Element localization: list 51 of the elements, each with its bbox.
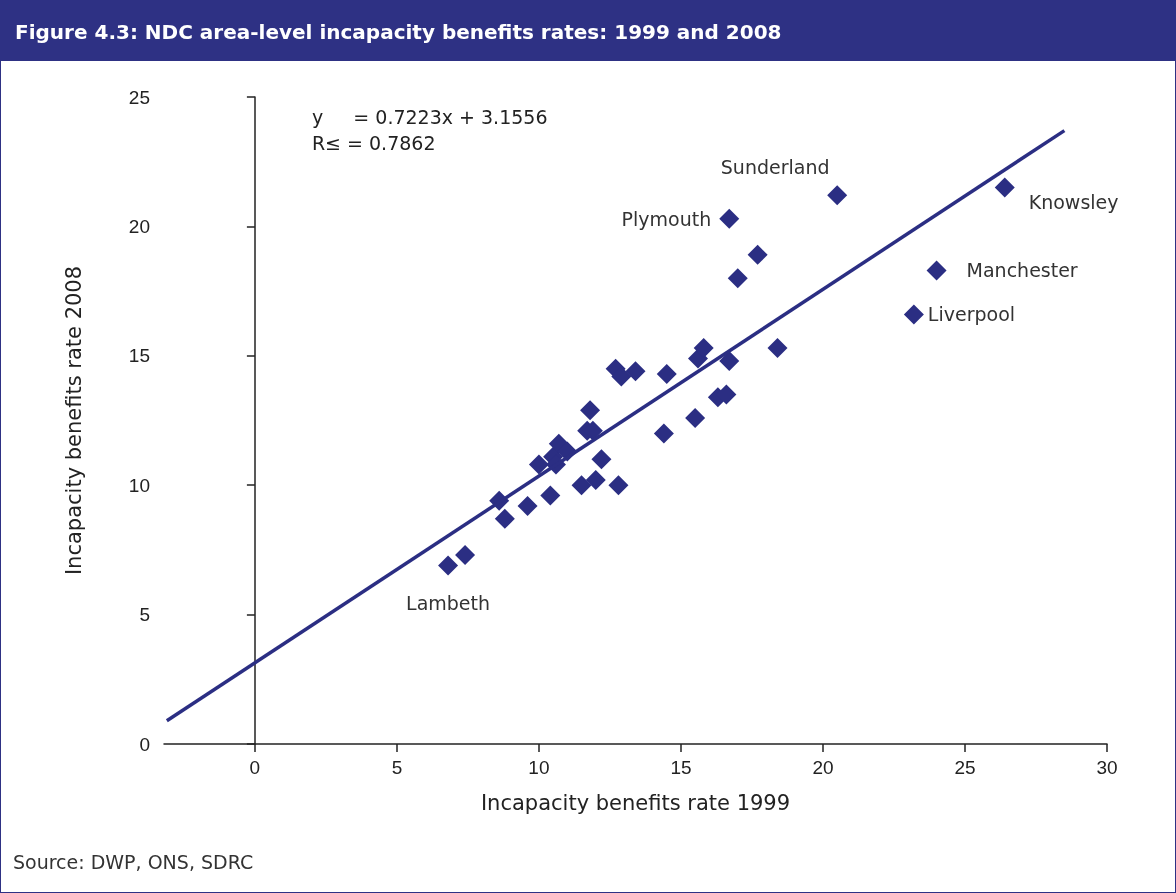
annotation: Sunderland	[720, 156, 830, 179]
y-tick-label: 20	[128, 215, 150, 237]
point	[994, 177, 1015, 198]
point	[653, 423, 674, 444]
y-tick-label: 15	[128, 345, 150, 367]
point	[494, 508, 515, 529]
point	[685, 407, 706, 428]
point	[591, 449, 612, 470]
point	[719, 350, 740, 371]
annotation: Liverpool	[927, 303, 1016, 326]
annotation: Manchester	[966, 259, 1078, 282]
annotation: y = 0.7223x + 3.1556	[311, 105, 548, 128]
point	[608, 475, 629, 496]
point	[926, 260, 947, 281]
point	[693, 338, 714, 359]
point	[455, 545, 476, 566]
point	[611, 366, 632, 387]
point	[827, 185, 848, 206]
chart-title: Figure 4.3: NDC area-level incapacity benefits rates: 1999 and 2008	[1, 1, 1175, 61]
y-tick-label: 5	[139, 604, 150, 626]
x-tick-label: 30	[1096, 757, 1118, 778]
y-tick-label: 25	[128, 86, 150, 108]
point	[528, 454, 549, 475]
point	[580, 400, 601, 421]
y-axis-title: Incapacity benefits rate 2008	[61, 265, 86, 576]
y-tick-label: 0	[139, 733, 150, 755]
x-tick-label: 5	[391, 757, 403, 778]
source-note: Source: DWP, ONS, SDRC	[13, 851, 254, 873]
x-tick-label: 10	[528, 757, 550, 778]
annotation: Knowsley	[1028, 190, 1119, 213]
point	[903, 304, 924, 325]
x-tick-label: 25	[954, 757, 976, 778]
point	[727, 268, 748, 289]
point	[767, 338, 788, 359]
point	[585, 470, 606, 491]
point	[517, 495, 538, 516]
point	[540, 485, 561, 506]
annotation: Lambeth	[406, 592, 491, 615]
annotation: Plymouth	[621, 207, 712, 230]
x-axis-title: Incapacity benefits rate 1999	[480, 790, 791, 815]
point	[571, 475, 592, 496]
point	[625, 361, 646, 382]
point	[747, 244, 768, 265]
point	[438, 555, 459, 576]
annotation: R≤ = 0.7862	[311, 131, 436, 154]
x-tick-label: 15	[670, 757, 692, 778]
point	[656, 363, 677, 384]
x-tick-label: 20	[812, 757, 834, 778]
x-tick-label: 0	[249, 757, 261, 778]
y-tick-label: 10	[128, 474, 150, 496]
point	[719, 208, 740, 229]
